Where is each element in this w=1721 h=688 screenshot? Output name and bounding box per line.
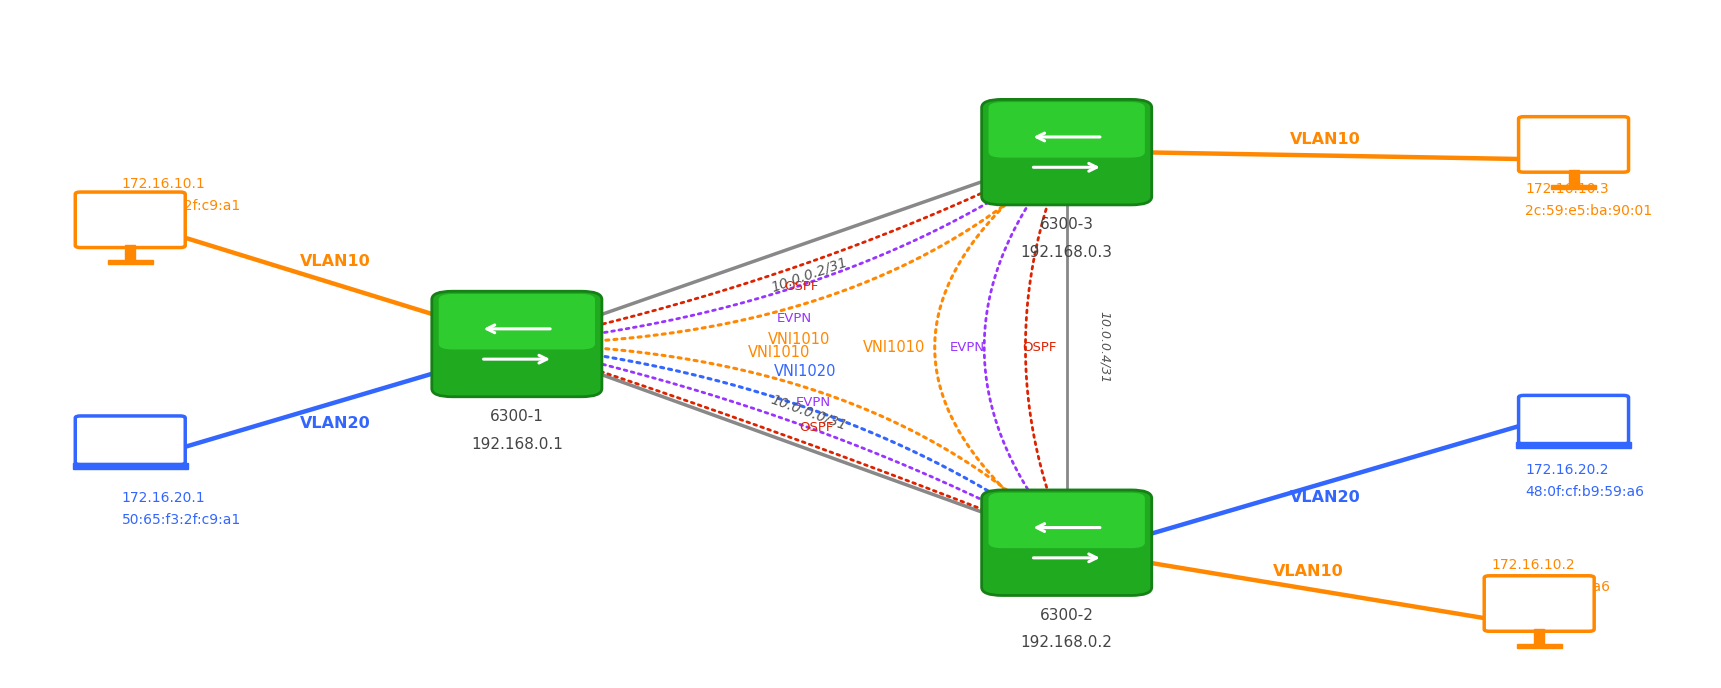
FancyBboxPatch shape: [988, 493, 1144, 548]
Text: EVPN: EVPN: [778, 312, 812, 325]
Text: 172.16.20.1: 172.16.20.1: [122, 491, 205, 504]
Text: 10.0.0.2/31: 10.0.0.2/31: [769, 255, 848, 294]
Text: 6300-2: 6300-2: [1039, 608, 1093, 623]
Text: VLAN20: VLAN20: [299, 416, 372, 431]
Text: VNI1010: VNI1010: [862, 340, 926, 355]
FancyBboxPatch shape: [439, 294, 595, 350]
Text: 2c:59:e5:ba:90:01: 2c:59:e5:ba:90:01: [1525, 204, 1652, 218]
Text: VLAN10: VLAN10: [1274, 563, 1344, 579]
Text: OSPF: OSPF: [785, 280, 819, 293]
Bar: [108, 260, 153, 264]
Text: 10.0.0.0/31: 10.0.0.0/31: [769, 393, 848, 433]
Text: 48:0f:cf:b9:59:a6: 48:0f:cf:b9:59:a6: [1525, 485, 1645, 499]
FancyBboxPatch shape: [432, 291, 602, 397]
Text: OSPF: OSPF: [799, 422, 833, 434]
Text: VLAN10: VLAN10: [299, 254, 372, 268]
Text: VLAN20: VLAN20: [1291, 490, 1361, 504]
Bar: [126, 246, 136, 260]
Text: 172.16.10.1: 172.16.10.1: [122, 177, 205, 191]
FancyBboxPatch shape: [988, 102, 1144, 158]
Bar: [72, 462, 188, 469]
Text: 6300-1: 6300-1: [490, 409, 544, 424]
Bar: [1516, 643, 1561, 647]
FancyBboxPatch shape: [981, 490, 1151, 596]
FancyBboxPatch shape: [76, 192, 186, 248]
Text: VLAN10: VLAN10: [1291, 132, 1361, 147]
Text: 50:65:f3:2f:c9:a1: 50:65:f3:2f:c9:a1: [122, 200, 241, 213]
Text: 10.0.0.4/31: 10.0.0.4/31: [1098, 311, 1110, 383]
Text: 192.168.0.3: 192.168.0.3: [1021, 245, 1113, 259]
FancyBboxPatch shape: [1484, 576, 1594, 632]
FancyBboxPatch shape: [76, 416, 186, 464]
Text: OSPF: OSPF: [1022, 341, 1057, 354]
Text: VNI1010: VNI1010: [768, 332, 830, 347]
Bar: [1568, 170, 1578, 184]
FancyBboxPatch shape: [1518, 396, 1628, 444]
Text: VNI1010: VNI1010: [749, 345, 811, 360]
Text: 172.16.10.2: 172.16.10.2: [1490, 558, 1575, 572]
FancyBboxPatch shape: [1518, 117, 1628, 172]
Text: VNI1020: VNI1020: [774, 365, 836, 380]
Text: EVPN: EVPN: [795, 396, 831, 409]
Bar: [1551, 184, 1595, 189]
Text: 192.168.0.2: 192.168.0.2: [1021, 635, 1112, 650]
Text: EVPN: EVPN: [950, 341, 984, 354]
Bar: [1533, 630, 1544, 643]
Text: 48:0f:cf:b9:59:a6: 48:0f:cf:b9:59:a6: [1490, 580, 1611, 594]
Text: 50:65:f3:2f:c9:a1: 50:65:f3:2f:c9:a1: [122, 513, 241, 526]
Text: 192.168.0.1: 192.168.0.1: [472, 436, 563, 451]
Text: 172.16.20.2: 172.16.20.2: [1525, 463, 1609, 477]
Text: 6300-3: 6300-3: [1039, 217, 1093, 233]
Text: 172.16.10.3: 172.16.10.3: [1525, 182, 1609, 196]
FancyBboxPatch shape: [981, 99, 1151, 205]
Bar: [1516, 442, 1632, 448]
